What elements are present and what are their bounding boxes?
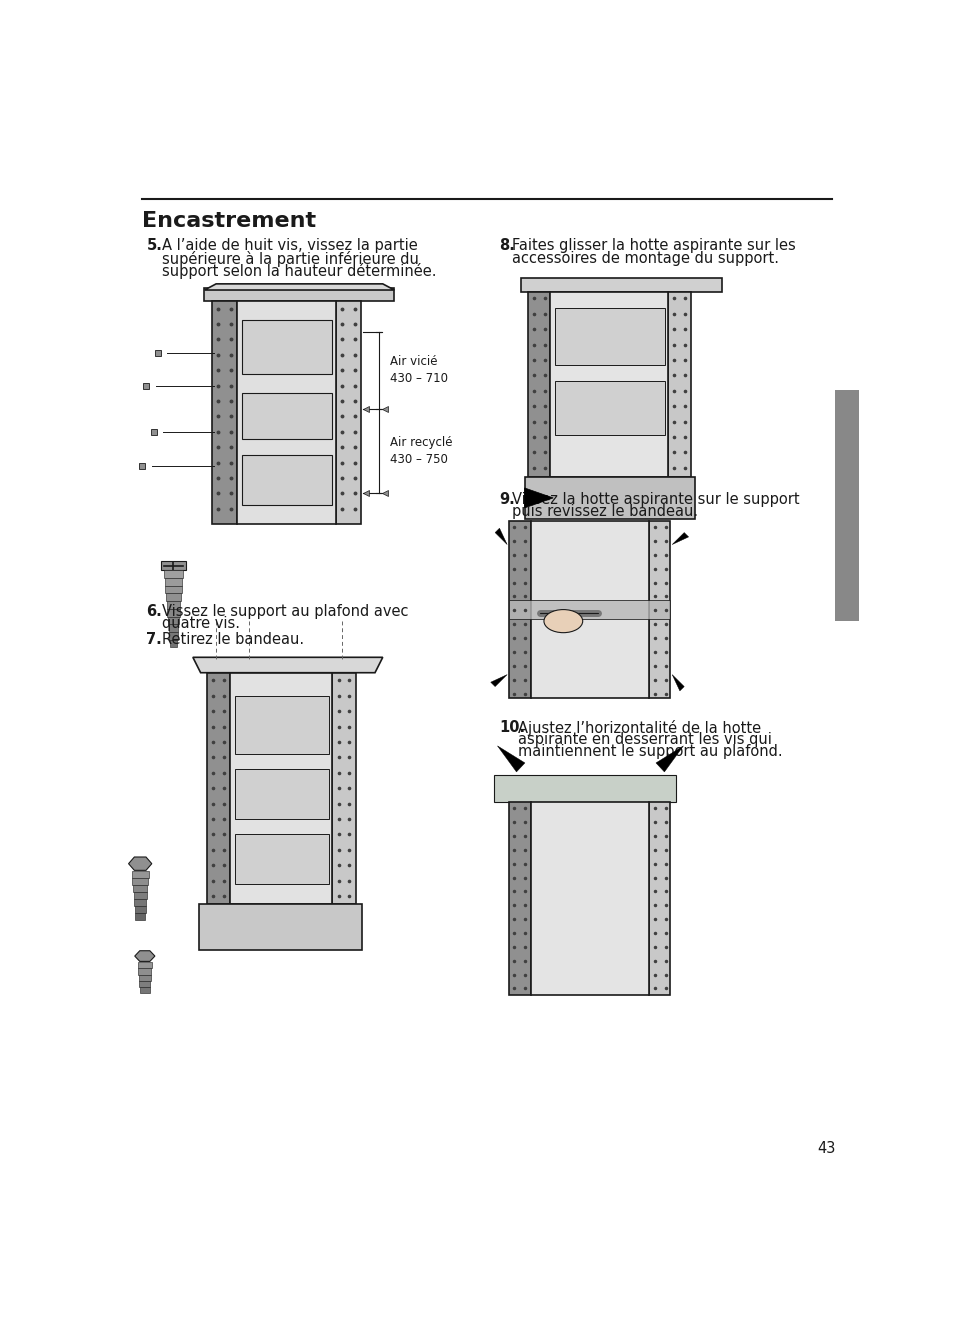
Polygon shape — [241, 394, 332, 439]
Polygon shape — [490, 675, 507, 687]
Text: Vissez le support au plafond avec: Vissez le support au plafond avec — [162, 605, 408, 619]
Polygon shape — [207, 672, 230, 904]
Polygon shape — [139, 981, 150, 987]
Polygon shape — [528, 292, 550, 477]
Polygon shape — [332, 672, 355, 904]
Polygon shape — [168, 617, 179, 625]
Polygon shape — [550, 292, 667, 477]
Text: 43: 43 — [816, 1142, 835, 1156]
Polygon shape — [132, 871, 149, 878]
Polygon shape — [170, 639, 177, 647]
Text: Vissez la hotte aspirante sur le support: Vissez la hotte aspirante sur le support — [512, 492, 799, 507]
Polygon shape — [520, 278, 721, 292]
Polygon shape — [648, 521, 670, 697]
Polygon shape — [672, 533, 688, 545]
Polygon shape — [509, 521, 530, 697]
Polygon shape — [234, 696, 329, 753]
Polygon shape — [134, 951, 154, 961]
Polygon shape — [138, 968, 152, 975]
Polygon shape — [524, 477, 695, 520]
Polygon shape — [166, 594, 181, 601]
Polygon shape — [164, 570, 183, 578]
Polygon shape — [530, 802, 648, 994]
Polygon shape — [137, 963, 152, 968]
Polygon shape — [167, 609, 179, 617]
Polygon shape — [140, 987, 150, 993]
Polygon shape — [672, 675, 683, 691]
Polygon shape — [524, 488, 553, 508]
Polygon shape — [134, 906, 146, 912]
Text: 7.: 7. — [146, 633, 162, 647]
Polygon shape — [241, 320, 332, 374]
Polygon shape — [648, 802, 670, 994]
Text: puis revissez le bandeau.: puis revissez le bandeau. — [512, 504, 698, 518]
Polygon shape — [555, 381, 664, 435]
Polygon shape — [493, 776, 675, 802]
Text: 8.: 8. — [498, 239, 515, 253]
Polygon shape — [241, 455, 332, 505]
Polygon shape — [497, 745, 524, 772]
Text: 6.: 6. — [146, 605, 162, 619]
Text: aspirante en desserrant les vis qui: aspirante en desserrant les vis qui — [517, 732, 771, 747]
Polygon shape — [165, 586, 181, 594]
Polygon shape — [139, 975, 151, 981]
Text: 5.: 5. — [146, 239, 162, 253]
Text: support selon la hauteur déterminée.: support selon la hauteur déterminée. — [162, 263, 436, 278]
Polygon shape — [555, 308, 664, 366]
Polygon shape — [495, 528, 507, 545]
Text: Retirez le bandeau.: Retirez le bandeau. — [162, 633, 304, 647]
Polygon shape — [169, 625, 178, 633]
Text: Ajustez l’horizontalité de la hotte: Ajustez l’horizontalité de la hotte — [517, 720, 760, 736]
Polygon shape — [212, 301, 236, 524]
Polygon shape — [135, 912, 145, 920]
Text: 9.: 9. — [498, 492, 515, 507]
Text: Air vicié
430 – 710: Air vicié 430 – 710 — [390, 355, 447, 385]
Polygon shape — [236, 301, 335, 524]
Polygon shape — [134, 899, 146, 906]
Polygon shape — [509, 601, 670, 619]
Text: accessoires de montage du support.: accessoires de montage du support. — [512, 251, 779, 265]
Polygon shape — [509, 802, 530, 994]
Polygon shape — [204, 284, 394, 290]
Text: supérieure à la partie inférieure du: supérieure à la partie inférieure du — [162, 251, 418, 267]
Text: Air recyclé
430 – 750: Air recyclé 430 – 750 — [390, 436, 452, 465]
Polygon shape — [335, 301, 360, 524]
Polygon shape — [234, 769, 329, 819]
Polygon shape — [835, 390, 858, 621]
Text: Encastrement: Encastrement — [142, 211, 316, 232]
Polygon shape — [161, 561, 186, 570]
Polygon shape — [234, 834, 329, 884]
Text: A l’aide de huit vis, vissez la partie: A l’aide de huit vis, vissez la partie — [162, 239, 417, 253]
Polygon shape — [530, 521, 648, 697]
Polygon shape — [129, 857, 152, 870]
Polygon shape — [167, 601, 180, 609]
Polygon shape — [133, 892, 147, 899]
Text: maintiennent le support au plafond.: maintiennent le support au plafond. — [517, 744, 782, 760]
Polygon shape — [132, 878, 148, 886]
Polygon shape — [169, 633, 177, 639]
Text: quatre vis.: quatre vis. — [162, 617, 239, 631]
Text: 10.: 10. — [498, 720, 524, 735]
Polygon shape — [199, 904, 361, 949]
Text: Faites glisser la hotte aspirante sur les: Faites glisser la hotte aspirante sur le… — [512, 239, 795, 253]
Polygon shape — [656, 745, 682, 772]
Polygon shape — [165, 578, 182, 586]
Polygon shape — [132, 886, 148, 892]
Polygon shape — [230, 672, 332, 904]
Ellipse shape — [543, 610, 582, 633]
Polygon shape — [667, 292, 691, 477]
Polygon shape — [193, 658, 382, 672]
Polygon shape — [204, 288, 394, 301]
